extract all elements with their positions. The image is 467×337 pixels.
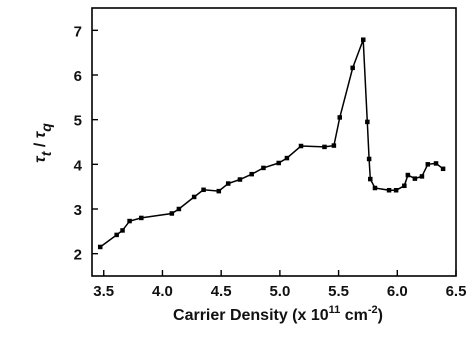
data-point-marker <box>440 166 446 172</box>
y-axis-label-num: τ <box>32 155 49 163</box>
data-point-marker <box>127 218 132 224</box>
y-axis-label-num-sub: t <box>38 150 54 156</box>
data-point-marker <box>405 172 411 178</box>
x-tick-label: 6.0 <box>387 283 408 300</box>
y-axis-label: τt / τq <box>32 123 54 163</box>
x-tick-label: 4.5 <box>211 283 232 300</box>
data-point-marker <box>331 143 337 148</box>
data-point-marker <box>366 156 372 162</box>
y-tick-label: 7 <box>74 23 82 40</box>
x-axis-label-sup2: -2 <box>368 304 378 316</box>
y-axis-label-sep: / <box>32 138 49 151</box>
x-tick-label: 5.0 <box>269 283 290 300</box>
data-point-marker <box>402 183 407 189</box>
x-tick-label: 6.5 <box>446 283 467 300</box>
x-tick-label: 5.5 <box>328 283 349 300</box>
x-axis-label: Carrier Density (x 1011 cm-2) <box>173 304 383 324</box>
x-axis-label-sup1: 11 <box>329 304 341 316</box>
x-axis-ticks: 3.5 4.0 4.5 5.0 5.5 6.0 6.5 <box>93 270 466 300</box>
data-point-marker <box>225 181 231 186</box>
data-point-marker <box>298 143 304 149</box>
data-point-marker <box>169 211 175 216</box>
x-axis-label-text: Carrier Density (x 10 <box>173 307 329 324</box>
data-point-marker <box>372 185 378 191</box>
data-point-marker <box>276 160 281 166</box>
y-tick-label: 4 <box>74 157 83 174</box>
data-point-marker <box>191 194 197 200</box>
data-point-marker <box>120 228 125 233</box>
data-point-marker <box>350 65 355 71</box>
y-tick-label: 6 <box>74 68 82 85</box>
data-point-marker <box>412 176 418 181</box>
x-axis-label-unit: cm <box>340 307 368 324</box>
data-point-marker <box>249 171 254 177</box>
data-point-marker <box>386 187 392 193</box>
data-point-marker <box>97 244 103 250</box>
data-point-marker <box>201 187 206 193</box>
data-point-marker <box>322 144 327 150</box>
data-point-marker <box>337 115 343 120</box>
y-tick-label: 3 <box>74 202 82 219</box>
data-point-marker <box>284 155 290 161</box>
data-point-marker <box>216 188 222 194</box>
data-point-marker <box>176 206 182 212</box>
series-line <box>99 39 444 248</box>
data-point-marker <box>139 215 144 221</box>
x-axis-label-end: ) <box>378 307 383 324</box>
x-tick-label: 4.0 <box>152 283 173 300</box>
data-point-marker <box>393 187 399 193</box>
data-point-marker <box>365 119 370 125</box>
data-point-marker <box>360 37 366 42</box>
data-point-marker <box>237 177 243 182</box>
y-tick-label: 2 <box>74 247 82 264</box>
data-point-marker <box>261 165 266 171</box>
data-point-marker <box>368 176 373 182</box>
data-point-marker <box>425 162 431 167</box>
series-group <box>97 37 446 250</box>
y-tick-label: 5 <box>74 113 82 130</box>
x-tick-label: 3.5 <box>93 283 114 300</box>
y-axis-ticks: 2 3 4 5 6 7 <box>74 23 98 264</box>
y-axis-label-den-sub: q <box>38 123 54 132</box>
plot-frame <box>91 7 457 277</box>
y-axis-label-den: τ <box>32 130 49 138</box>
data-point-marker <box>433 161 439 166</box>
data-point-marker <box>419 174 425 179</box>
data-point-marker <box>114 232 119 238</box>
